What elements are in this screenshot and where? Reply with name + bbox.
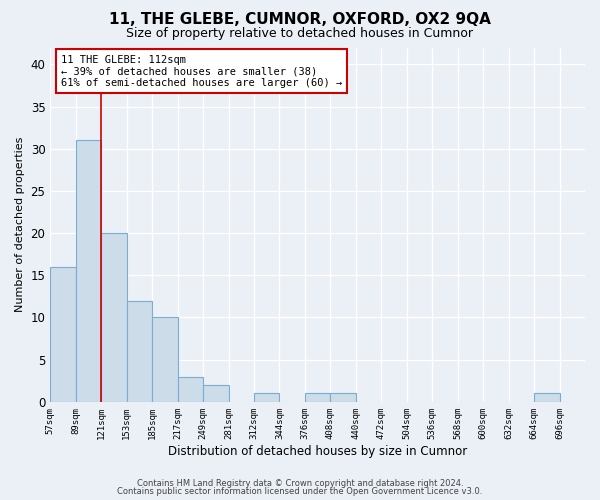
Text: Contains public sector information licensed under the Open Government Licence v3: Contains public sector information licen… [118, 487, 482, 496]
Bar [127, 300, 152, 402]
Bar [101, 233, 127, 402]
Text: Size of property relative to detached houses in Cumnor: Size of property relative to detached ho… [127, 28, 473, 40]
Bar [76, 140, 101, 402]
Bar [534, 394, 560, 402]
Y-axis label: Number of detached properties: Number of detached properties [15, 137, 25, 312]
Bar [305, 394, 331, 402]
X-axis label: Distribution of detached houses by size in Cumnor: Distribution of detached houses by size … [168, 444, 467, 458]
Bar [254, 394, 280, 402]
Bar [178, 376, 203, 402]
Text: 11 THE GLEBE: 112sqm
← 39% of detached houses are smaller (38)
61% of semi-detac: 11 THE GLEBE: 112sqm ← 39% of detached h… [61, 54, 342, 88]
Bar [203, 385, 229, 402]
Text: 11, THE GLEBE, CUMNOR, OXFORD, OX2 9QA: 11, THE GLEBE, CUMNOR, OXFORD, OX2 9QA [109, 12, 491, 28]
Bar [152, 318, 178, 402]
Bar [50, 267, 76, 402]
Bar [331, 394, 356, 402]
Text: Contains HM Land Registry data © Crown copyright and database right 2024.: Contains HM Land Registry data © Crown c… [137, 478, 463, 488]
